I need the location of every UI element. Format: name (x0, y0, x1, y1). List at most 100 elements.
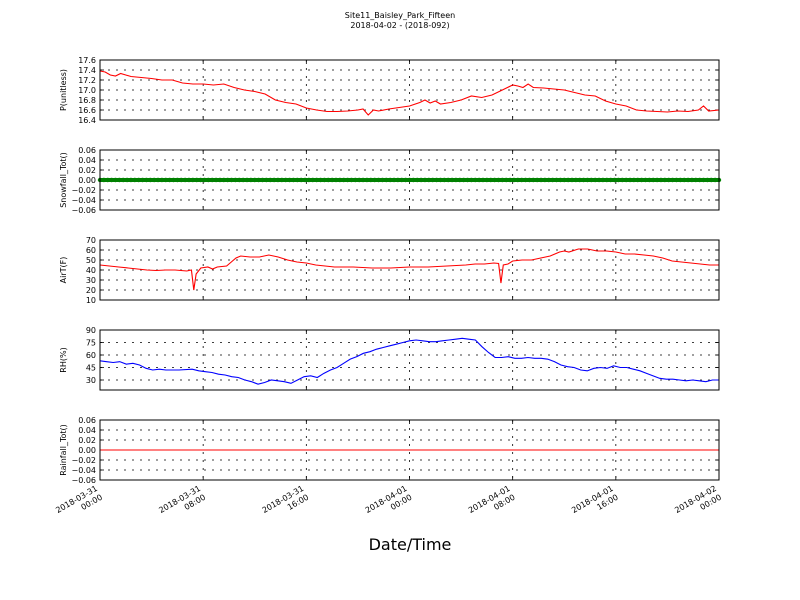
y-tick-label: −0.02 (71, 456, 96, 465)
series-1-marker (175, 177, 180, 183)
series-1-marker (701, 177, 706, 183)
series-1-marker (186, 177, 192, 183)
series-1-marker (240, 177, 246, 183)
series-1-marker (318, 177, 323, 183)
y-tick-label: 30 (86, 376, 96, 385)
series-1-marker (213, 177, 219, 183)
series-1-marker (488, 177, 493, 183)
series-1-marker (124, 177, 130, 183)
series-1-marker (577, 177, 582, 183)
series-1-marker (511, 177, 517, 183)
series-1-marker (407, 177, 412, 183)
series-1-marker (426, 177, 432, 183)
series-1-marker (465, 177, 470, 183)
series-1-marker (608, 177, 613, 183)
series-1-marker (670, 177, 675, 183)
series-1-marker (159, 177, 165, 183)
series-1-marker (372, 177, 377, 183)
series-1-marker (113, 177, 118, 183)
series-1-marker (531, 177, 536, 183)
series-1-marker (357, 177, 362, 183)
y-tick-label: 17.0 (78, 86, 96, 95)
series-1-marker (229, 177, 234, 183)
y-tick-label: 0.04 (78, 156, 96, 165)
y-tick-label: 16.8 (78, 96, 96, 105)
figure-title: Site11_Baisley_Park_Fifteen (345, 11, 455, 20)
series-1-marker (209, 177, 215, 183)
series-1-marker (128, 177, 134, 183)
series-1-marker (155, 177, 161, 183)
series-1-marker (399, 177, 404, 183)
series-1-marker (368, 177, 374, 183)
series-1-marker (442, 177, 447, 183)
series-1-marker (411, 177, 416, 183)
series-1-marker (271, 177, 277, 183)
series-1-marker (496, 177, 501, 183)
series-1-marker (604, 177, 610, 183)
series-1-marker (140, 177, 145, 183)
series-1-marker (457, 177, 462, 183)
y-tick-label: 50 (86, 256, 96, 265)
series-1-marker (248, 177, 254, 183)
series-1-line (99, 337, 719, 385)
y-tick-label: 70 (86, 236, 96, 245)
series-1-marker (403, 177, 408, 183)
series-1-marker (616, 177, 621, 183)
series-1-marker (380, 177, 385, 183)
series-1-marker (310, 177, 315, 183)
series-1-marker (449, 177, 455, 183)
y-tick-label: 60 (86, 351, 96, 360)
series-1-marker (132, 177, 138, 183)
y-tick-label: −0.06 (71, 476, 96, 485)
y-axis-label: P(unitless) (59, 69, 68, 111)
series-1-marker (620, 177, 625, 183)
series-1-marker (287, 177, 292, 183)
panel-5: −0.06−0.04−0.020.000.020.040.06 Rainfall_… (59, 416, 720, 485)
series-1-marker (693, 177, 698, 183)
series-1-marker (473, 177, 478, 183)
series-1-marker (144, 177, 149, 183)
series-1-marker (554, 177, 559, 183)
figure-subtitle: 2018-04-02 - (2018-092) (350, 21, 449, 30)
series-1-marker (337, 177, 343, 183)
series-1-marker (117, 177, 122, 183)
series-1-marker (329, 177, 335, 183)
y-tick-label: 40 (86, 266, 96, 275)
series-1-marker (550, 177, 555, 183)
y-tick-label: 17.2 (78, 76, 96, 85)
y-tick-label: −0.02 (71, 186, 96, 195)
y-axis-label: Snowfall_Tot() (59, 152, 68, 208)
y-tick-label: 17.4 (78, 66, 96, 75)
y-tick-label: 16.4 (78, 116, 96, 125)
series-1-marker (105, 177, 110, 183)
y-tick-label: 0.06 (78, 146, 96, 155)
series-1-marker (434, 177, 439, 183)
series-1-marker (678, 177, 683, 183)
y-tick-label: 10 (86, 296, 96, 305)
series-1-marker (469, 177, 474, 183)
series-1-marker (651, 177, 656, 183)
series-1-marker (500, 177, 505, 183)
series-1-marker (534, 177, 540, 183)
y-tick-label: 0.00 (78, 446, 96, 455)
y-tick-label: 20 (86, 286, 96, 295)
series-1-marker (631, 177, 637, 183)
series-1-marker (418, 177, 424, 183)
series-1-marker (283, 177, 288, 183)
series-1-marker (538, 177, 544, 183)
y-tick-label: 75 (86, 339, 96, 348)
y-tick-label: −0.04 (71, 466, 96, 475)
series-1-marker (360, 177, 366, 183)
y-tick-label: 0.04 (78, 426, 96, 435)
series-1-marker (151, 177, 157, 183)
series-1-marker (136, 177, 141, 183)
series-1-marker (635, 177, 640, 183)
series-1-marker (415, 177, 420, 183)
series-1-marker (546, 177, 551, 183)
series-1-line (99, 248, 719, 291)
series-1-marker (476, 177, 482, 183)
series-1-marker (712, 177, 718, 183)
series-1-marker (198, 177, 203, 183)
